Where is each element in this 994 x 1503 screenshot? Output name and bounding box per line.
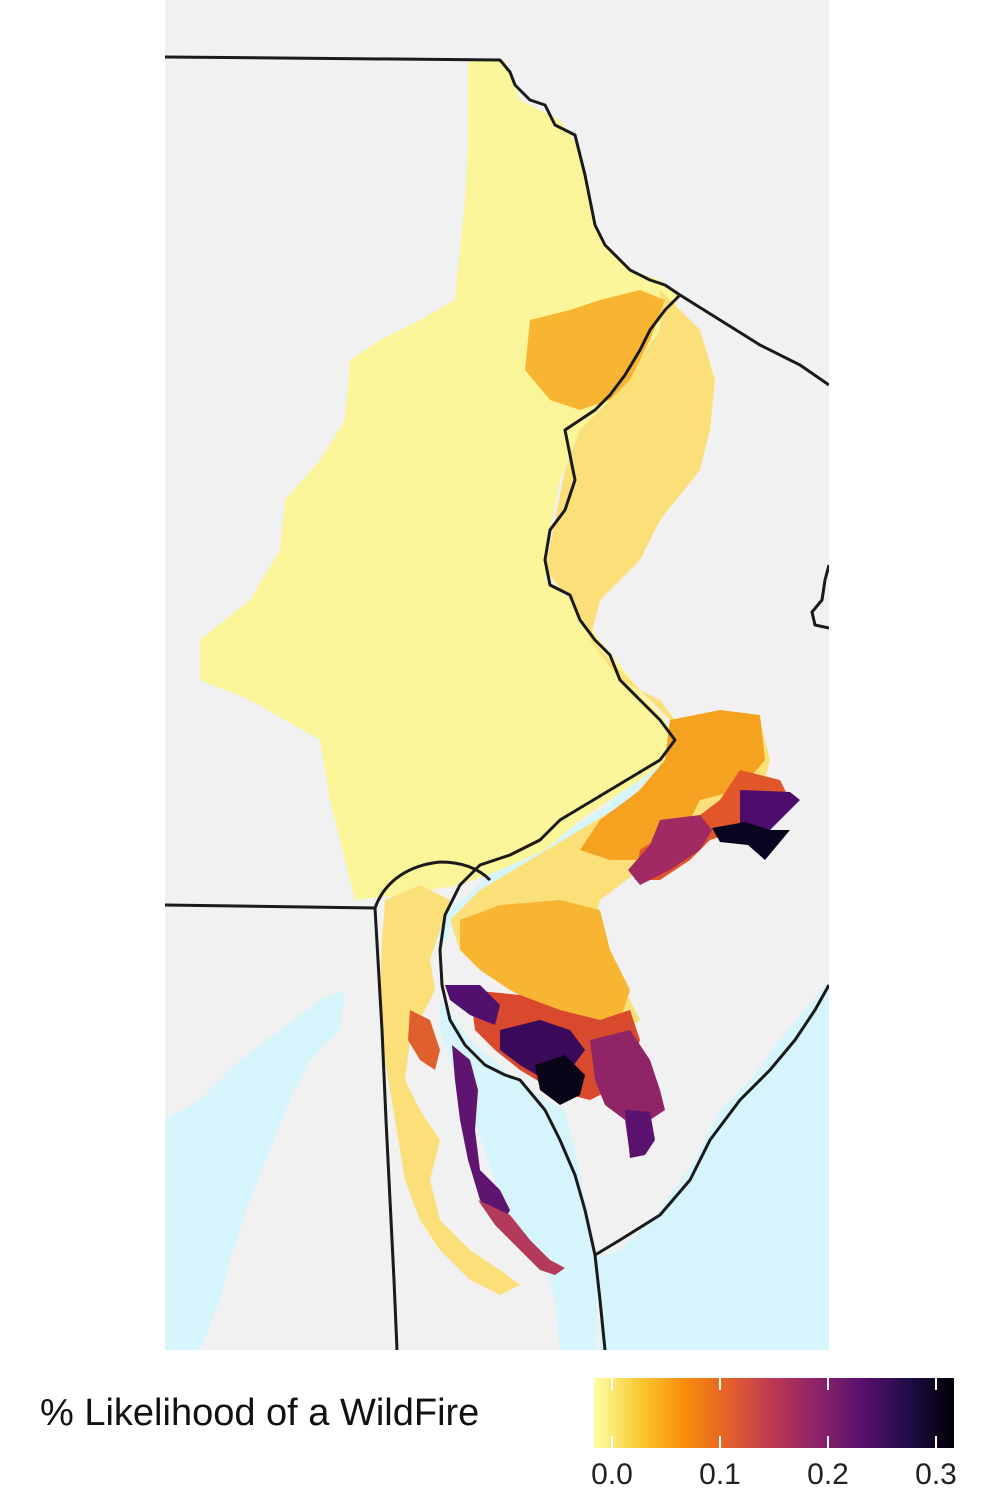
region-purple-1 xyxy=(740,790,800,835)
colorbar xyxy=(594,1378,954,1448)
region-purple-2 xyxy=(445,985,500,1025)
region-orange-2 xyxy=(580,710,765,860)
state-borders xyxy=(165,55,829,1350)
border-md-de xyxy=(373,907,399,1350)
colorbar-ticks xyxy=(611,1378,937,1448)
colorbar-tick-label: 0.2 xyxy=(807,1458,849,1491)
border-de-arc xyxy=(373,860,492,909)
border-de-bay-south xyxy=(593,1254,607,1350)
border-md-pa xyxy=(165,903,376,910)
legend-title: % Likelihood of a WildFire xyxy=(40,1392,480,1434)
region-purple-strip xyxy=(452,1045,510,1230)
colorbar-gradient xyxy=(594,1378,954,1448)
region-red-strip xyxy=(408,1010,440,1070)
region-orange-3 xyxy=(460,900,630,1030)
border-nj-coast xyxy=(594,984,829,1257)
colorbar-tick-label: 0.3 xyxy=(915,1458,957,1491)
border-ny-nj xyxy=(679,293,829,387)
region-black-1 xyxy=(712,822,790,860)
chesapeake-water xyxy=(165,990,345,1350)
delaware-bay xyxy=(440,1000,598,1350)
region-purple-4 xyxy=(625,1110,655,1158)
colorbar-tick-label: 0.0 xyxy=(591,1458,633,1491)
region-magenta-1 xyxy=(628,815,712,885)
ocean-area xyxy=(598,980,829,1350)
border-ny-pa xyxy=(165,55,681,297)
region-delaware xyxy=(380,885,520,1295)
border-pa-nj-river xyxy=(438,293,682,1256)
region-orange-1 xyxy=(525,290,665,410)
border-ct-fragment xyxy=(810,564,829,630)
colorbar-tick-label: 0.1 xyxy=(699,1458,741,1491)
region-black-2 xyxy=(535,1055,585,1105)
region-north xyxy=(200,60,680,900)
region-magenta-strip xyxy=(478,1200,565,1275)
region-nj-west xyxy=(450,290,770,1050)
